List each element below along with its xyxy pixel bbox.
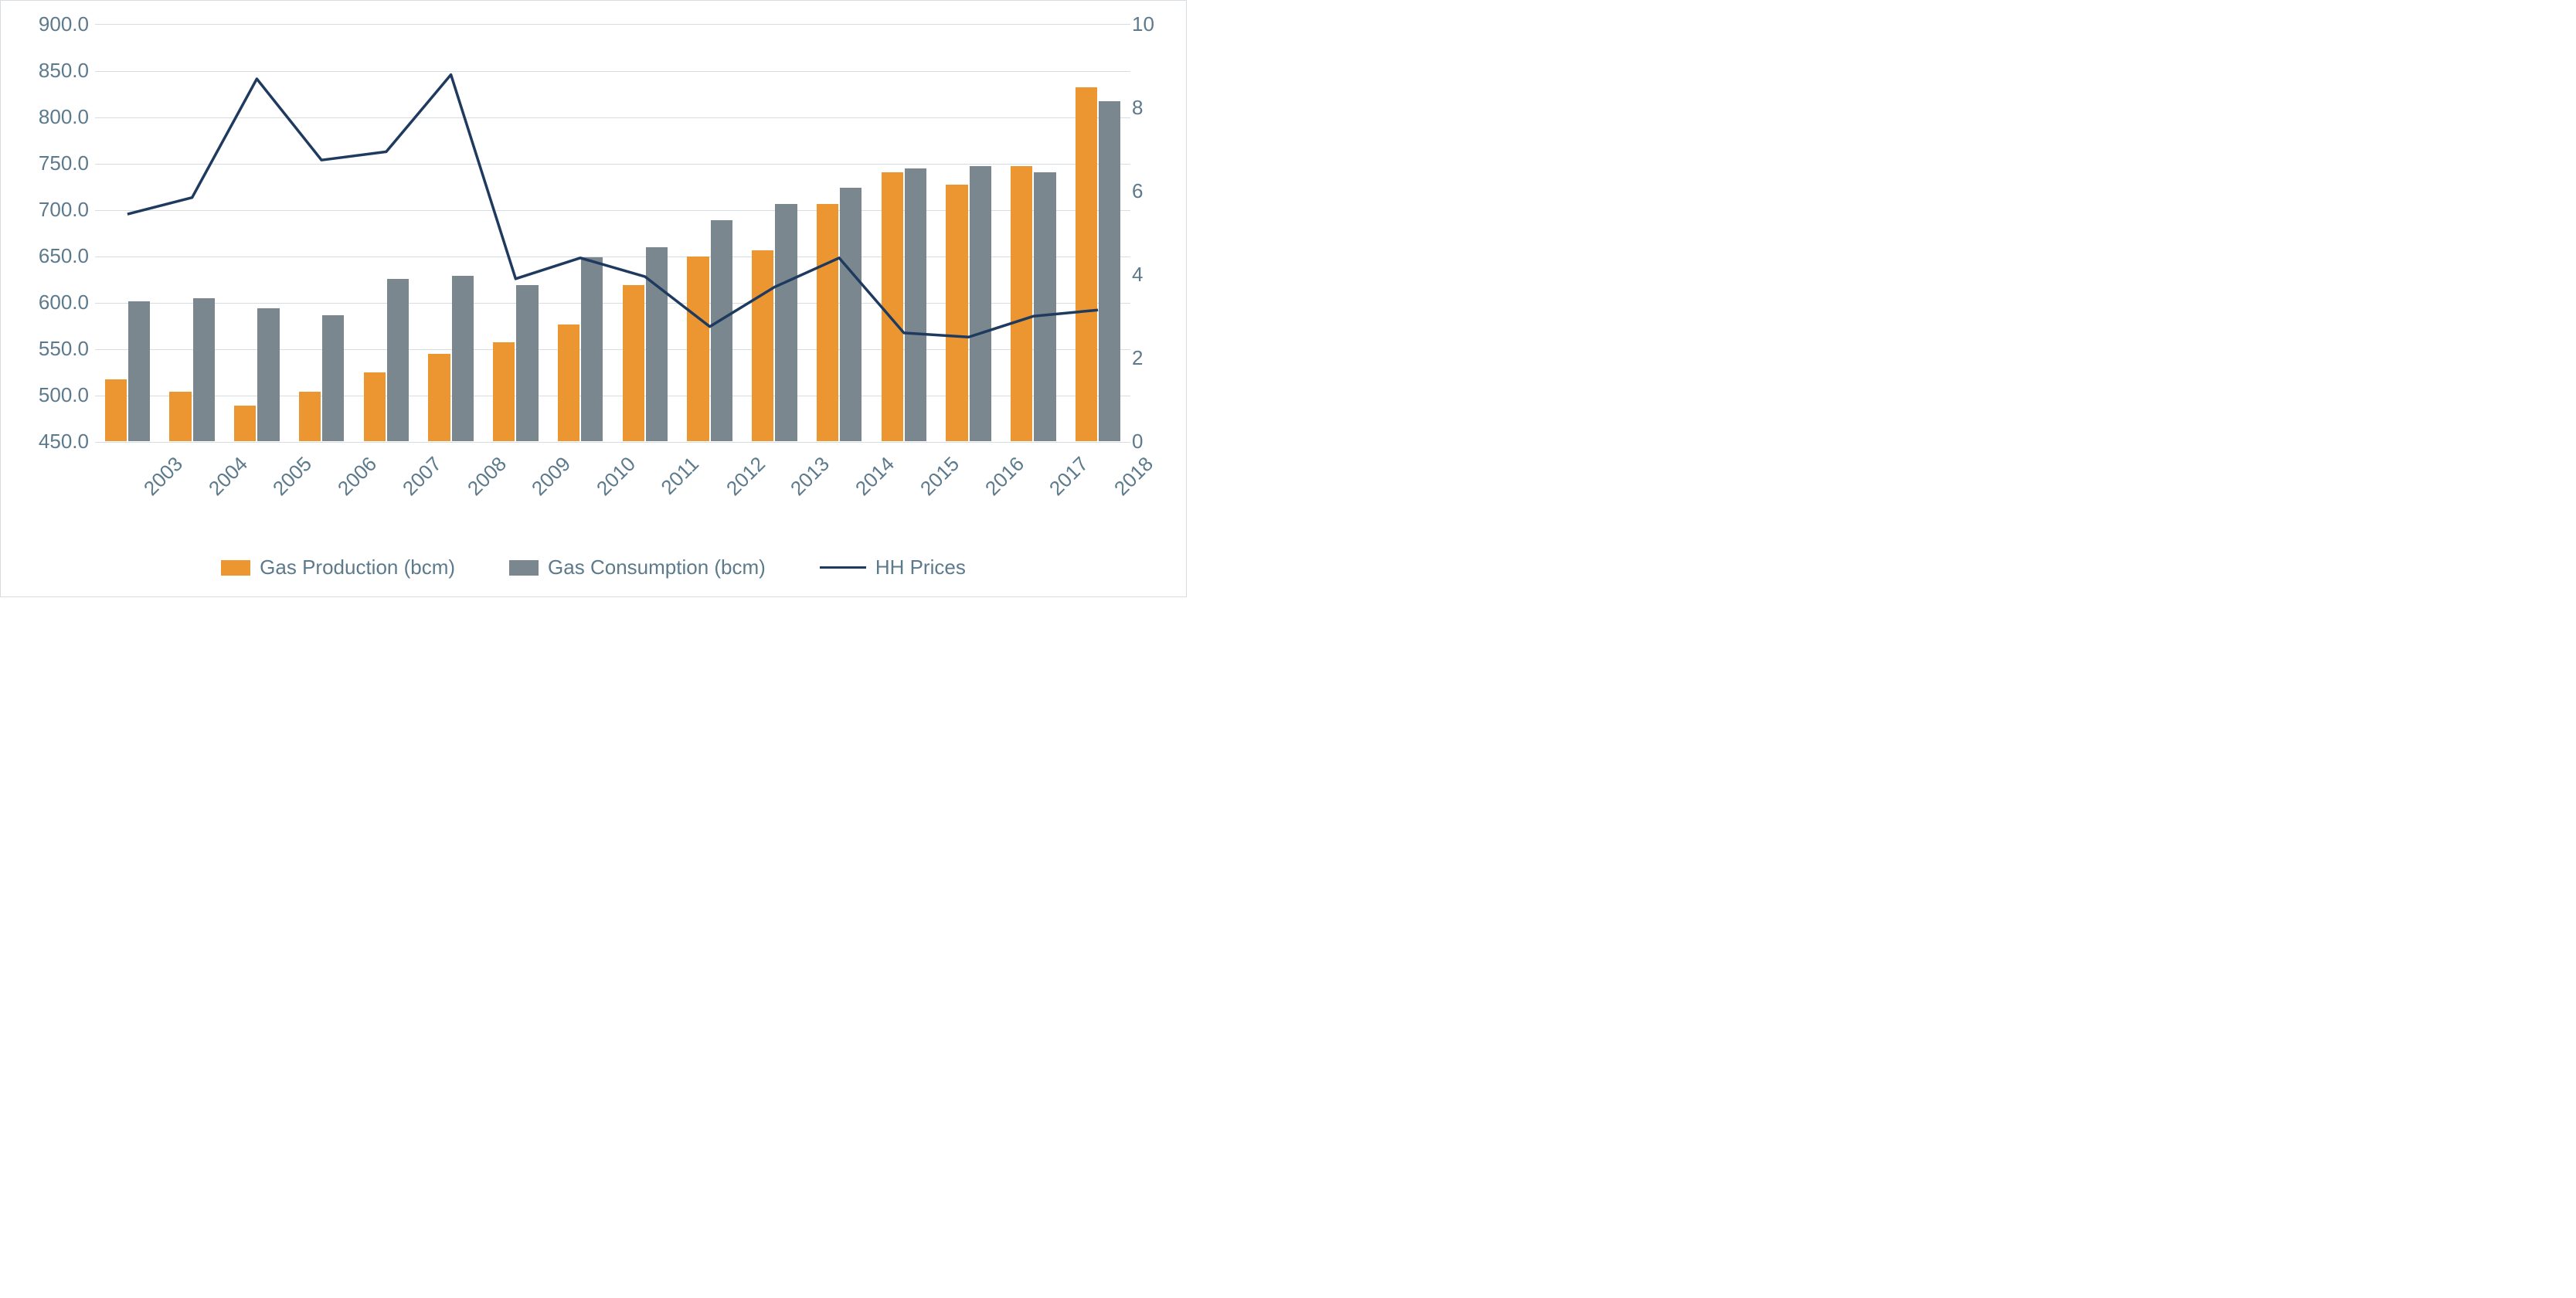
line-layer [95, 25, 1130, 441]
x-tick: 2017 [1045, 452, 1093, 501]
y-left-tick: 550.0 [39, 338, 89, 358]
legend-label: Gas Production (bcm) [260, 556, 455, 579]
legend-item-hh-prices: HH Prices [820, 556, 966, 579]
y-left-tick: 450.0 [39, 431, 89, 451]
plot-area [95, 24, 1130, 441]
y-left-tick: 800.0 [39, 107, 89, 127]
x-tick: 2014 [851, 452, 899, 501]
x-tick: 2016 [980, 452, 1029, 501]
y-left-tick: 750.0 [39, 153, 89, 173]
legend-label: Gas Consumption (bcm) [548, 556, 766, 579]
line-hh-prices [127, 75, 1098, 338]
y-axis-left: 450.0500.0550.0600.0650.0700.0750.0800.0… [21, 24, 89, 441]
x-tick: 2009 [527, 452, 576, 501]
y-right-tick: 8 [1132, 97, 1143, 117]
y-left-tick: 900.0 [39, 14, 89, 34]
y-left-tick: 700.0 [39, 199, 89, 219]
legend: Gas Production (bcm) Gas Consumption (bc… [1, 556, 1186, 579]
x-tick: 2010 [592, 452, 641, 501]
legend-item-consumption: Gas Consumption (bcm) [509, 556, 766, 579]
x-tick: 2004 [204, 452, 253, 501]
x-tick: 2008 [463, 452, 511, 501]
x-tick: 2013 [786, 452, 834, 501]
legend-label: HH Prices [875, 556, 966, 579]
x-tick: 2006 [333, 452, 382, 501]
legend-line-swatch [820, 566, 866, 569]
legend-swatch [509, 560, 539, 576]
y-left-tick: 650.0 [39, 246, 89, 266]
y-left-tick: 850.0 [39, 60, 89, 80]
x-tick: 2007 [398, 452, 447, 501]
x-tick: 2018 [1110, 452, 1158, 501]
y-left-tick: 500.0 [39, 385, 89, 405]
x-tick: 2011 [656, 452, 703, 499]
x-tick: 2003 [139, 452, 188, 501]
x-tick: 2015 [916, 452, 964, 501]
y-left-tick: 600.0 [39, 292, 89, 312]
gas-chart: 450.0 500.0 550.0 600.0 650.0 700.0 750.0 800.0… [0, 0, 1187, 597]
legend-item-production: Gas Production (bcm) [221, 556, 455, 579]
x-axis: 2003 2004 2005 2006 2007 2008 2009 2010 2011 2012… [95, 449, 1130, 534]
y-axis-right: 0246810 [1132, 24, 1166, 441]
y-right-tick: 4 [1132, 264, 1143, 284]
grid-baseline [95, 442, 1130, 443]
y-right-tick: 10 [1132, 14, 1154, 34]
x-tick: 2005 [268, 452, 317, 501]
y-right-tick: 2 [1132, 348, 1143, 368]
legend-swatch [221, 560, 250, 576]
x-tick: 2012 [722, 452, 770, 501]
y-right-tick: 0 [1132, 431, 1143, 451]
y-right-tick: 6 [1132, 181, 1143, 201]
